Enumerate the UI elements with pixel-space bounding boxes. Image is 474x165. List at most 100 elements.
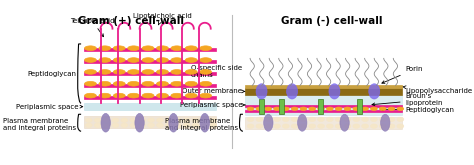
Ellipse shape xyxy=(291,117,298,121)
Bar xyxy=(83,84,216,87)
Text: Teichoic acid: Teichoic acid xyxy=(70,18,114,37)
Ellipse shape xyxy=(171,93,183,98)
Text: Peptidoglycan: Peptidoglycan xyxy=(381,107,455,113)
Ellipse shape xyxy=(210,123,217,127)
Ellipse shape xyxy=(156,118,163,122)
Ellipse shape xyxy=(353,124,360,128)
Bar xyxy=(83,96,216,99)
Ellipse shape xyxy=(185,93,197,98)
Ellipse shape xyxy=(94,118,101,122)
Ellipse shape xyxy=(147,118,155,122)
Ellipse shape xyxy=(128,82,139,86)
Ellipse shape xyxy=(84,93,96,98)
Ellipse shape xyxy=(283,124,289,128)
Ellipse shape xyxy=(156,46,168,50)
Ellipse shape xyxy=(171,46,183,50)
Bar xyxy=(83,49,216,51)
Ellipse shape xyxy=(94,123,101,127)
Ellipse shape xyxy=(335,124,342,128)
Ellipse shape xyxy=(174,123,181,127)
Bar xyxy=(246,117,402,129)
Ellipse shape xyxy=(318,107,324,110)
Ellipse shape xyxy=(142,82,154,86)
Ellipse shape xyxy=(165,123,172,127)
Bar xyxy=(259,99,264,114)
Ellipse shape xyxy=(327,107,333,110)
Ellipse shape xyxy=(379,107,386,110)
Ellipse shape xyxy=(327,117,333,121)
Text: Lipoteichoic acid: Lipoteichoic acid xyxy=(133,13,192,25)
Ellipse shape xyxy=(99,70,111,74)
Ellipse shape xyxy=(84,70,96,74)
Ellipse shape xyxy=(113,82,125,86)
Ellipse shape xyxy=(185,82,197,86)
Ellipse shape xyxy=(273,107,281,110)
Ellipse shape xyxy=(369,84,380,99)
Ellipse shape xyxy=(256,117,263,121)
Ellipse shape xyxy=(371,124,377,128)
Ellipse shape xyxy=(298,114,307,131)
Ellipse shape xyxy=(174,118,181,122)
Ellipse shape xyxy=(397,117,404,121)
Ellipse shape xyxy=(142,93,154,98)
Ellipse shape xyxy=(309,107,316,110)
Ellipse shape xyxy=(273,124,281,128)
Ellipse shape xyxy=(381,114,390,131)
Bar xyxy=(357,99,363,114)
Ellipse shape xyxy=(99,46,111,50)
Ellipse shape xyxy=(103,118,110,122)
Ellipse shape xyxy=(201,118,208,122)
Ellipse shape xyxy=(247,107,254,110)
Bar xyxy=(246,85,402,88)
Ellipse shape xyxy=(200,93,211,98)
Ellipse shape xyxy=(183,123,190,127)
Text: Gram (-) cell-wall: Gram (-) cell-wall xyxy=(281,16,383,26)
Ellipse shape xyxy=(171,58,183,62)
Ellipse shape xyxy=(103,123,110,127)
Ellipse shape xyxy=(300,124,307,128)
Text: Periplasmic space: Periplasmic space xyxy=(16,104,83,110)
Ellipse shape xyxy=(344,124,351,128)
Ellipse shape xyxy=(165,118,172,122)
Ellipse shape xyxy=(353,107,360,110)
Ellipse shape xyxy=(265,117,272,121)
Ellipse shape xyxy=(84,46,96,50)
Ellipse shape xyxy=(329,84,340,99)
Ellipse shape xyxy=(192,123,199,127)
Ellipse shape xyxy=(113,58,125,62)
Ellipse shape xyxy=(283,117,289,121)
Ellipse shape xyxy=(247,117,254,121)
Ellipse shape xyxy=(397,107,404,110)
Bar xyxy=(246,88,402,95)
Bar xyxy=(319,99,323,114)
Bar xyxy=(83,72,216,75)
Text: Plasma membrane
and integral proteins: Plasma membrane and integral proteins xyxy=(3,118,76,131)
Ellipse shape xyxy=(265,107,272,110)
Ellipse shape xyxy=(335,107,342,110)
Ellipse shape xyxy=(200,46,211,50)
Ellipse shape xyxy=(379,117,386,121)
Ellipse shape xyxy=(185,58,197,62)
Ellipse shape xyxy=(156,58,168,62)
Ellipse shape xyxy=(128,70,139,74)
Ellipse shape xyxy=(264,114,273,131)
Text: Lipopolysaccharide: Lipopolysaccharide xyxy=(403,86,473,94)
Ellipse shape xyxy=(318,117,324,121)
Ellipse shape xyxy=(362,117,368,121)
Ellipse shape xyxy=(362,107,368,110)
Ellipse shape xyxy=(335,117,342,121)
Ellipse shape xyxy=(273,117,281,121)
Ellipse shape xyxy=(112,123,119,127)
Ellipse shape xyxy=(183,118,190,122)
Ellipse shape xyxy=(247,124,254,128)
Text: Plasma membrane
and integral proteins: Plasma membrane and integral proteins xyxy=(165,118,238,131)
Ellipse shape xyxy=(397,124,404,128)
Ellipse shape xyxy=(362,124,368,128)
Ellipse shape xyxy=(210,118,217,122)
Ellipse shape xyxy=(309,117,316,121)
Ellipse shape xyxy=(353,117,360,121)
Ellipse shape xyxy=(171,70,183,74)
Ellipse shape xyxy=(99,93,111,98)
Bar xyxy=(246,110,402,112)
Bar xyxy=(83,60,216,63)
